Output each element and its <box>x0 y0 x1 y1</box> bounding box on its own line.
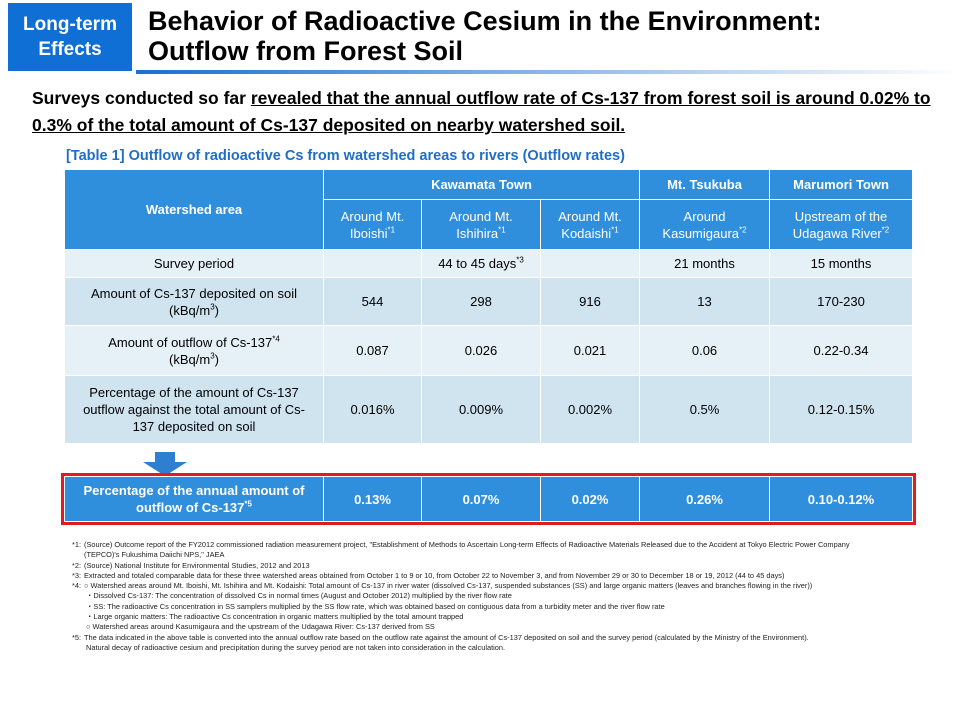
deposited-value: 544 <box>323 277 422 326</box>
footnotes: *1: (Source) Outcome report of the FY2012… <box>72 540 852 653</box>
group-marumori: Marumori Town <box>769 169 914 200</box>
badge-line1: Long-term <box>23 14 117 35</box>
annual-outflow-label: Percentage of the annual amount of outfl… <box>64 476 324 522</box>
area-iboishi: Around Mt. Iboishi*1 <box>323 199 422 250</box>
deposited-label: Amount of Cs-137 deposited on soil (kBq/m… <box>64 277 324 326</box>
percentage-value: 0.016% <box>323 375 422 444</box>
footnote-sub: Natural decay of radioactive cesium and … <box>86 642 506 652</box>
percentage-value: 0.12-0.15% <box>769 375 914 444</box>
footnote: *2: (Source) National Institute for Envir… <box>72 560 310 570</box>
outflow-value: 0.22-0.34 <box>769 325 914 376</box>
table-row: Amount of Cs-137 deposited on soil (kBq/m… <box>64 277 914 326</box>
survey-period-kawamata: 44 to 45 days*3 <box>421 249 541 278</box>
area-kodaishi: Around Mt. Kodaishi*1 <box>539 199 641 250</box>
percentage-label: Percentage of the amount of Cs-137 outfl… <box>64 375 324 444</box>
area-udagawa: Upstream of the Udagawa River*2 <box>769 199 914 250</box>
intro-prefix: Surveys conducted so far <box>32 88 251 108</box>
page-title: Behavior of Radioactive Cesium in the En… <box>148 6 822 66</box>
title-divider <box>136 70 960 74</box>
annual-outflow-value: 0.10-0.12% <box>769 476 913 522</box>
percentage-value: 0.002% <box>539 375 641 444</box>
outflow-label: Amount of outflow of Cs-137*4 (kBq/m3) <box>64 325 324 376</box>
intro-underlined: revealed that the annual outflow rate of… <box>32 88 931 135</box>
deposited-value: 298 <box>421 277 541 326</box>
cell-empty <box>539 249 641 278</box>
footnote: *5: The data indicated in the above table… <box>72 632 809 642</box>
percentage-value: 0.5% <box>639 375 771 444</box>
footnote: *4: ○ Watershed areas around Mt. Iboishi,… <box>72 581 813 591</box>
footnote: *3: Extracted and totaled comparable data… <box>72 570 785 580</box>
annual-outflow-value: 0.13% <box>323 476 422 522</box>
footnote-sub: ・Large organic matters: The radioactive … <box>86 612 464 622</box>
outflow-value: 0.026 <box>421 325 541 376</box>
table-row: Survey period 44 to 45 days*3 21 months … <box>64 249 914 278</box>
title-line2: Outflow from Forest Soil <box>148 36 463 66</box>
deposited-value: 916 <box>539 277 641 326</box>
intro-text: Surveys conducted so far revealed that t… <box>32 85 942 139</box>
outflow-value: 0.06 <box>639 325 771 376</box>
category-badge: Long-term Effects <box>8 3 132 71</box>
title-line1: Behavior of Radioactive Cesium in the En… <box>148 6 822 36</box>
area-ishihira: Around Mt. Ishihira*1 <box>421 199 541 250</box>
survey-period-tsukuba: 21 months <box>639 249 771 278</box>
group-kawamata: Kawamata Town <box>322 169 641 200</box>
annual-outflow-value: 0.07% <box>421 476 541 522</box>
annual-outflow-table: Percentage of the annual amount of outfl… <box>61 473 916 525</box>
table-row: Amount of outflow of Cs-137*4 (kBq/m3) 0.… <box>64 325 914 376</box>
footnote-sub: ・SS: The radioactive Cs concentration in… <box>86 601 665 611</box>
annual-outflow-value: 0.02% <box>540 476 640 522</box>
footnote-sub: ○ Watershed areas around Kasumigaura and… <box>86 622 435 632</box>
footnote: *1: (Source) Outcome report of the FY2012… <box>72 540 850 560</box>
table-row: Percentage of the amount of Cs-137 outfl… <box>64 375 914 444</box>
area-kasumigaura: Around Kasumigaura*2 <box>639 199 771 250</box>
badge-line2: Effects <box>38 39 102 60</box>
survey-period-marumori: 15 months <box>769 249 914 278</box>
cell-empty <box>323 249 422 278</box>
down-arrow-icon <box>143 452 187 476</box>
outflow-table: Watershed area Kawamata Town Mt. Tsukuba… <box>64 169 914 444</box>
outflow-value: 0.087 <box>323 325 422 376</box>
footnote-sub: ・Dissolved Cs-137: The concentration of … <box>86 591 512 601</box>
survey-period-label: Survey period <box>64 249 324 278</box>
annual-outflow-value: 0.26% <box>639 476 770 522</box>
percentage-value: 0.009% <box>421 375 541 444</box>
group-tsukuba: Mt. Tsukuba <box>639 169 771 200</box>
deposited-value: 13 <box>639 277 771 326</box>
deposited-value: 170-230 <box>769 277 914 326</box>
watershed-area-header: Watershed area <box>64 169 324 250</box>
table-caption: [Table 1] Outflow of radioactive Cs from… <box>66 148 625 164</box>
outflow-value: 0.021 <box>539 325 641 376</box>
